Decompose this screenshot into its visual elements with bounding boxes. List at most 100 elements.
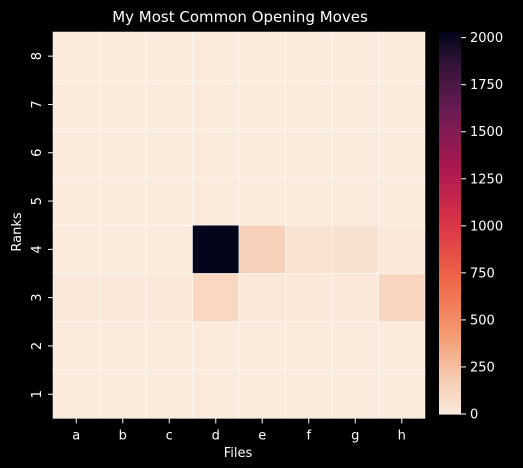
colorbar-segment	[439, 198, 461, 201]
x-tick-label: e	[258, 428, 266, 443]
colorbar-segment	[439, 96, 461, 100]
colorbar-segment	[439, 144, 461, 148]
colorbar-segment	[439, 257, 461, 260]
colorbar-segment	[439, 211, 461, 215]
y-tick-label: 4	[30, 245, 45, 253]
y-axis-ticks: 8 7 6 5 4 3 2 1	[30, 52, 53, 398]
colorbar-segment	[439, 133, 461, 136]
colorbar-segment	[439, 284, 461, 287]
colorbar-segment	[439, 81, 461, 85]
heatmap-cell-g3	[331, 273, 379, 323]
colorbar-segment	[439, 402, 461, 406]
colorbar-segment	[439, 184, 461, 188]
colorbar-segment	[439, 110, 461, 113]
colorbar-segment	[439, 240, 461, 243]
heatmap-cell-e6	[238, 128, 286, 178]
colorbar-segment	[439, 322, 461, 325]
colorbar-segment	[439, 310, 461, 314]
heatmap-cell-h5	[378, 176, 426, 226]
colorbar-segment	[439, 104, 461, 108]
colorbar-segment	[439, 217, 461, 220]
heatmap-cell-d6	[192, 128, 240, 178]
colorbar-segment	[439, 201, 461, 205]
colorbar-segment	[439, 116, 461, 119]
colorbar-segment	[439, 383, 461, 386]
heatmap-cell-g2	[331, 321, 379, 371]
heatmap-cell-c7	[145, 80, 193, 129]
colorbar-segment	[439, 278, 461, 281]
colorbar-tick-label: 1000	[470, 219, 503, 234]
heatmap-cell-c5	[145, 176, 193, 226]
heatmap-cell-d3	[192, 273, 240, 323]
colorbar-segment	[439, 56, 461, 60]
heatmap-cell-c6	[145, 128, 193, 178]
colorbar-segment	[439, 379, 461, 383]
colorbar-segment	[439, 238, 461, 241]
x-tick-label: b	[119, 428, 127, 443]
colorbar-segment	[439, 276, 461, 279]
colorbar-tick-label: 0	[470, 408, 478, 423]
colorbar-segment	[439, 356, 461, 360]
colorbar-segment	[439, 114, 461, 117]
colorbar-segment	[439, 362, 461, 365]
colorbar-segment	[439, 291, 461, 295]
colorbar-segment	[439, 190, 461, 194]
colorbar-segment	[439, 286, 461, 289]
y-tick-label: 5	[30, 197, 45, 205]
colorbar-segment	[439, 354, 461, 358]
heatmap-cell-e1	[238, 369, 286, 419]
colorbar-segment	[439, 148, 461, 152]
heatmap-cell-h3	[378, 273, 426, 323]
heatmap-cell-f3	[285, 273, 333, 323]
x-tick-label: a	[72, 428, 80, 443]
colorbar-segment	[439, 146, 461, 150]
x-axis-label: Files	[224, 446, 253, 461]
colorbar-segment	[439, 45, 461, 48]
heatmap-cell-d1	[192, 369, 240, 419]
colorbar-segment	[439, 263, 461, 266]
colorbar-segment	[439, 289, 461, 293]
colorbar-segment	[439, 297, 461, 300]
colorbar-segment	[439, 196, 461, 199]
colorbar-segment	[439, 299, 461, 302]
heatmap-cell-f2	[285, 321, 333, 371]
colorbar-segment	[439, 125, 461, 129]
colorbar-segment	[439, 370, 461, 373]
colorbar-tick-label: 1750	[470, 78, 503, 93]
colorbar-segment	[439, 192, 461, 195]
colorbar-segment	[439, 236, 461, 239]
colorbar-segment	[439, 230, 461, 234]
heatmap-cell-f8	[285, 31, 333, 81]
y-tick-label: 8	[30, 52, 45, 60]
heatmap-cell-d7	[192, 80, 240, 129]
y-tick-label: 2	[30, 342, 45, 350]
colorbar-segment	[439, 316, 461, 320]
y-axis-label: Ranks	[10, 212, 25, 251]
heatmap-cell-b6	[99, 128, 147, 178]
heatmap-cell-h2	[378, 321, 426, 371]
colorbar-segment	[439, 32, 461, 35]
colorbar-segment	[439, 339, 461, 343]
colorbar-segment	[439, 226, 461, 230]
colorbar-segment	[439, 368, 461, 371]
colorbar-segment	[439, 98, 461, 102]
colorbar-segment	[439, 345, 461, 348]
colorbar-segment	[439, 102, 461, 106]
heatmap-cell-f7	[285, 80, 333, 129]
colorbar-segment	[439, 320, 461, 323]
colorbar-segment	[439, 337, 461, 341]
colorbar-segment	[439, 366, 461, 369]
colorbar-segment	[439, 180, 461, 184]
colorbar-segment	[439, 72, 461, 75]
heatmap-cell-f1	[285, 369, 333, 419]
colorbar-segment	[439, 358, 461, 362]
heatmap-cell-g6	[331, 128, 379, 178]
colorbar-segment	[439, 83, 461, 87]
colorbar-segment	[439, 412, 461, 415]
colorbar-segment	[439, 152, 461, 155]
colorbar-segment	[439, 129, 461, 132]
x-tick-label: d	[212, 428, 220, 443]
colorbar-segment	[439, 43, 461, 46]
colorbar-segment	[439, 74, 461, 77]
colorbar-segment	[439, 245, 461, 249]
